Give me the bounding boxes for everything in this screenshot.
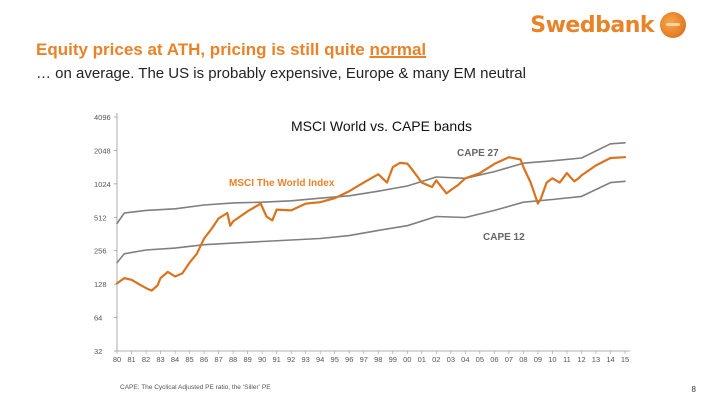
y-tick-label: 1024 — [94, 180, 111, 189]
brand: Swedbank — [530, 10, 686, 40]
y-tick-label: 128 — [94, 280, 107, 289]
annotation-cape-12: CAPE 12 — [483, 232, 525, 243]
title-emphasis: normal — [369, 40, 427, 59]
x-tick-label: 08 — [519, 355, 527, 364]
x-tick-label: 94 — [316, 355, 324, 364]
footnote: CAPE: The Cyclical Adjusted PE ratio, th… — [120, 384, 271, 391]
y-tick-label: 2048 — [94, 146, 111, 155]
y-tick-label: 512 — [94, 213, 107, 222]
x-tick-label: 91 — [272, 355, 280, 364]
x-tick-label: 01 — [418, 355, 426, 364]
x-tick-label: 93 — [302, 355, 310, 364]
x-tick-label: 15 — [621, 355, 629, 364]
y-tick-label: 4096 — [94, 113, 111, 122]
series-line-msci-world — [115, 156, 627, 292]
x-tick-label: 00 — [403, 355, 411, 364]
oak-tree-logo-icon — [660, 12, 686, 38]
x-tick-label: 07 — [505, 355, 513, 364]
x-tick-label: 09 — [534, 355, 542, 364]
x-tick-label: 92 — [287, 355, 295, 364]
x-tick-label: 90 — [258, 355, 266, 364]
x-tick-label: 11 — [563, 355, 571, 364]
x-tick-label: 89 — [243, 355, 251, 364]
page-title: Equity prices at ATH, pricing is still q… — [36, 40, 426, 60]
series-line-cape-27 — [116, 142, 626, 225]
x-tick-label: 99 — [389, 355, 397, 364]
annotation-msci-world: MSCI The World Index — [229, 178, 335, 189]
x-tick-label: 81 — [127, 355, 135, 364]
x-tick-label: 05 — [476, 355, 484, 364]
y-tick-label: 256 — [94, 247, 107, 256]
page-number: 8 — [691, 385, 696, 394]
x-tick-label: 80 — [113, 355, 121, 364]
x-tick-label: 12 — [577, 355, 585, 364]
x-tick-label: 88 — [229, 355, 237, 364]
x-tick-label: 84 — [171, 355, 179, 364]
chart-title: MSCI World vs. CAPE bands — [291, 118, 472, 134]
page-subtitle: … on average. The US is probably expensi… — [36, 65, 526, 82]
x-tick-label: 04 — [461, 355, 469, 364]
y-tick-label: 32 — [94, 347, 102, 356]
title-prefix: Equity prices at ATH, pricing is still q… — [36, 40, 370, 59]
series-line-cape-12 — [116, 180, 626, 264]
x-tick-label: 98 — [374, 355, 382, 364]
x-tick-label: 83 — [156, 355, 164, 364]
x-tick-label: 06 — [490, 355, 498, 364]
x-tick-label: 02 — [432, 355, 440, 364]
x-tick-label: 85 — [185, 355, 193, 364]
x-tick-label: 96 — [345, 355, 353, 364]
x-tick-label: 10 — [548, 355, 556, 364]
x-tick-label: 95 — [331, 355, 339, 364]
x-tick-label: 86 — [200, 355, 208, 364]
annotation-cape-27: CAPE 27 — [457, 148, 499, 159]
x-tick-label: 82 — [142, 355, 150, 364]
x-tick-label: 14 — [606, 355, 614, 364]
y-tick-label: 64 — [94, 314, 102, 323]
brand-name: Swedbank — [530, 12, 654, 38]
x-tick-label: 03 — [447, 355, 455, 364]
x-tick-label: 97 — [360, 355, 368, 364]
x-tick-label: 13 — [592, 355, 600, 364]
x-tick-label: 87 — [214, 355, 222, 364]
